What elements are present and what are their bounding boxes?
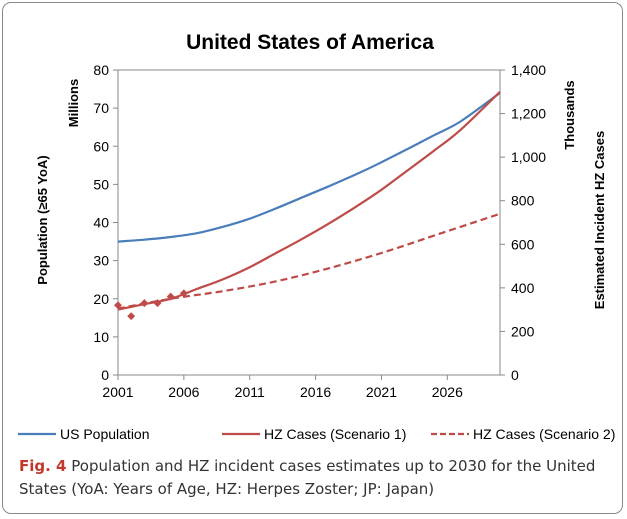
- left-tick-label: 20: [93, 291, 109, 307]
- right-tick-label: 600: [511, 236, 535, 252]
- legend-label: HZ Cases (Scenario 2): [473, 426, 615, 442]
- x-tick-label: 2001: [102, 384, 133, 400]
- legend: US Population HZ Cases (Scenario 1) HZ Cas…: [18, 426, 615, 442]
- figure-caption: Fig. 4 Population and HZ incident cases …: [19, 455, 619, 501]
- left-tick-label: 0: [101, 367, 109, 383]
- series-line-hz-cases-scenario-1: [117, 91, 501, 311]
- legend-label: US Population: [60, 426, 150, 442]
- observed-data-point: [127, 312, 136, 321]
- legend-label: HZ Cases (Scenario 1): [264, 426, 406, 442]
- right-tick-label: 1,200: [511, 106, 546, 122]
- left-tick-label: 80: [93, 62, 109, 78]
- x-tick-label: 2011: [235, 384, 265, 400]
- left-tick-label: 30: [93, 253, 109, 269]
- left-tick-label: 40: [93, 215, 109, 231]
- series-line-us-population: [117, 92, 501, 243]
- x-tick-label: 2026: [432, 384, 463, 400]
- right-axis-title: Estimated Incident HZ Cases: [592, 131, 607, 309]
- figure-frame: [2, 2, 623, 514]
- x-tick-label: 2021: [366, 384, 397, 400]
- chart: United States of America 0 10 20 30 40 50 60 70…: [18, 31, 615, 442]
- observed-data-point: [153, 299, 162, 308]
- left-tick-label: 50: [93, 176, 109, 192]
- right-tick-label: 400: [511, 280, 535, 296]
- observed-data-point: [179, 289, 188, 298]
- series-line-hz-cases-scenario-2: [117, 212, 501, 310]
- plot-area-border: [117, 69, 501, 376]
- caption-text: Population and HZ incident cases estimat…: [19, 457, 596, 498]
- left-tick-label: 10: [93, 329, 109, 345]
- left-axis-unit-label: Millions: [66, 79, 81, 127]
- right-tick-label: 0: [511, 367, 519, 383]
- right-tick-label: 200: [511, 323, 535, 339]
- right-axis-unit-label: Thousands: [562, 80, 577, 149]
- right-tick-label: 800: [511, 193, 535, 209]
- chart-title: United States of America: [186, 31, 434, 54]
- right-tick-label: 1,400: [511, 62, 546, 78]
- left-tick-label: 60: [93, 138, 109, 154]
- right-tick-label: 1,000: [511, 149, 546, 165]
- observed-data-point: [140, 299, 149, 308]
- figure-label: Fig. 4: [19, 457, 67, 475]
- x-tick-label: 2016: [300, 384, 331, 400]
- observed-data-point: [166, 292, 175, 301]
- left-axis-title: Population (≥65 YoA): [35, 155, 50, 284]
- x-tick-label: 2006: [168, 384, 199, 400]
- left-tick-label: 70: [93, 100, 109, 116]
